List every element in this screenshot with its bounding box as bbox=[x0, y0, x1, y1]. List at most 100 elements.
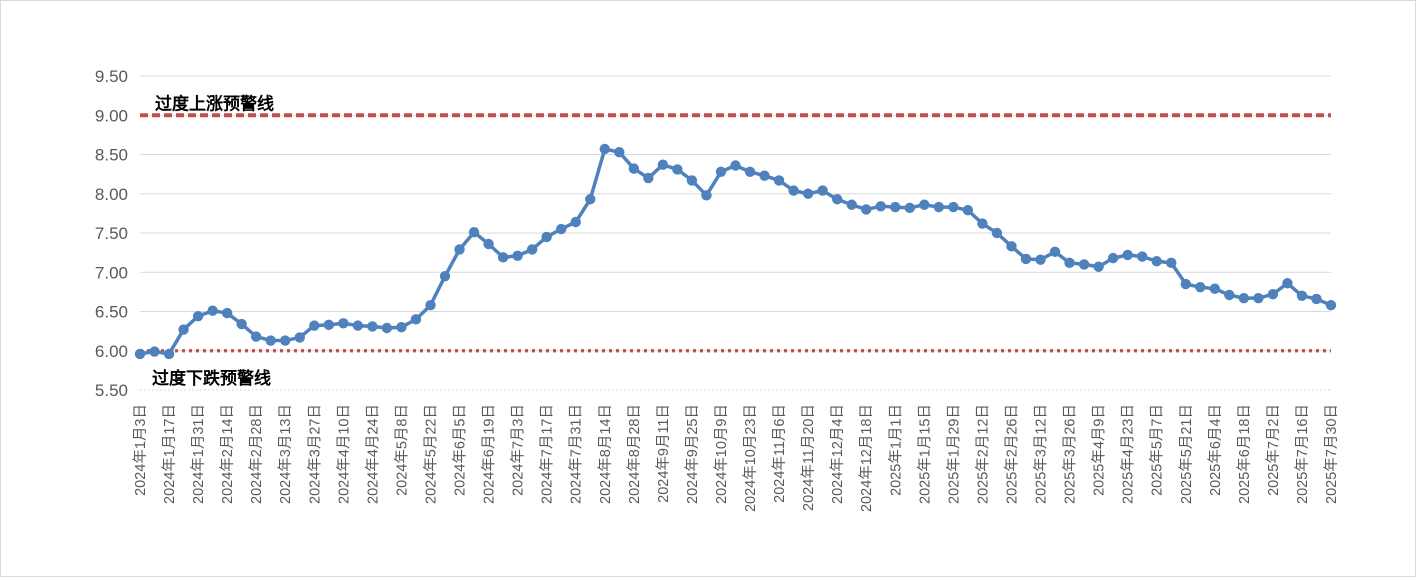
x-tick-label: 2025年2月12日 bbox=[974, 404, 991, 504]
data-point bbox=[526, 244, 538, 255]
data-point bbox=[831, 194, 843, 205]
data-point bbox=[1093, 261, 1104, 272]
x-tick-label: 2024年11月6日 bbox=[771, 404, 788, 503]
data-point bbox=[1064, 257, 1075, 269]
data-point bbox=[425, 300, 436, 311]
reference-lines: 过度上涨预警线 过度下跌预警线 bbox=[140, 93, 1331, 389]
data-point bbox=[657, 159, 669, 170]
data-point bbox=[570, 216, 581, 228]
data-point bbox=[933, 201, 945, 213]
data-point bbox=[497, 252, 509, 263]
y-tick-label: 7.00 bbox=[95, 263, 128, 282]
data-point bbox=[686, 175, 698, 186]
data-point bbox=[1122, 249, 1133, 261]
data-point bbox=[1224, 289, 1235, 301]
upper-warning-label: 过度上涨预警线 bbox=[155, 93, 274, 114]
x-tick-label: 2025年2月26日 bbox=[1003, 404, 1020, 504]
data-point bbox=[1151, 256, 1162, 267]
data-point bbox=[1035, 254, 1046, 265]
data-point bbox=[1195, 281, 1206, 293]
x-tick-label: 2024年2月28日 bbox=[248, 404, 265, 504]
x-tick-label: 2024年5月8日 bbox=[393, 404, 410, 496]
x-tick-label: 2024年3月13日 bbox=[277, 404, 294, 504]
data-point bbox=[541, 231, 552, 243]
data-point bbox=[904, 202, 915, 214]
data-point bbox=[280, 335, 291, 346]
data-point bbox=[149, 346, 160, 357]
data-point bbox=[672, 164, 683, 175]
x-tick-label: 2024年1月31日 bbox=[190, 404, 207, 504]
y-tick-label: 5.50 bbox=[95, 381, 128, 400]
x-tick-label: 2024年5月22日 bbox=[422, 404, 439, 504]
data-point bbox=[1311, 293, 1322, 305]
data-point bbox=[890, 201, 901, 213]
data-point bbox=[715, 166, 727, 177]
x-tick-label: 2024年12月4日 bbox=[829, 404, 846, 504]
x-tick-label: 2025年7月2日 bbox=[1265, 404, 1282, 496]
x-tick-label: 2024年9月11日 bbox=[655, 404, 672, 503]
data-point bbox=[643, 172, 654, 184]
x-tick-label: 2025年3月12日 bbox=[1033, 404, 1050, 504]
y-tick-label: 8.50 bbox=[95, 146, 128, 165]
lower-warning-label: 过度下跌预警线 bbox=[152, 368, 271, 389]
data-point bbox=[309, 320, 320, 331]
data-point bbox=[991, 227, 1003, 239]
x-tick-label: 2025年3月26日 bbox=[1062, 404, 1079, 504]
data-point bbox=[1238, 292, 1250, 304]
data-point bbox=[1180, 278, 1191, 290]
data-point bbox=[701, 190, 712, 201]
y-tick-label: 9.00 bbox=[95, 106, 128, 125]
data-point bbox=[1136, 251, 1148, 262]
data-point bbox=[1049, 246, 1061, 258]
y-tick-label: 6.00 bbox=[95, 342, 128, 361]
data-point bbox=[1325, 300, 1337, 311]
data-point bbox=[556, 223, 567, 235]
x-tick-label: 2025年5月7日 bbox=[1149, 404, 1166, 496]
x-tick-label: 2025年1月29日 bbox=[945, 404, 962, 504]
x-tick-label: 2024年7月17日 bbox=[539, 404, 556, 504]
data-point bbox=[1006, 241, 1017, 252]
x-tick-label: 2025年1月1日 bbox=[887, 404, 904, 496]
data-point bbox=[251, 331, 262, 342]
gridlines bbox=[140, 75, 1331, 391]
data-point bbox=[1078, 259, 1090, 270]
data-point bbox=[817, 185, 828, 196]
x-tick-label: 2025年6月4日 bbox=[1207, 404, 1224, 496]
x-tick-label: 2024年8月14日 bbox=[597, 404, 614, 504]
data-point bbox=[759, 170, 770, 181]
x-tick-label: 2025年7月16日 bbox=[1294, 404, 1311, 504]
x-tick-label: 2024年4月10日 bbox=[335, 404, 352, 504]
y-tick-label: 8.00 bbox=[95, 185, 128, 204]
data-point bbox=[846, 199, 857, 210]
data-point bbox=[207, 305, 218, 316]
data-point bbox=[221, 307, 233, 319]
data-point bbox=[236, 318, 247, 330]
data-point bbox=[875, 201, 886, 212]
data-point bbox=[1209, 283, 1221, 294]
x-tick-label: 2024年7月3日 bbox=[510, 404, 527, 496]
data-point bbox=[599, 143, 610, 155]
data-point bbox=[294, 332, 305, 343]
y-tick-label: 9.50 bbox=[95, 67, 128, 86]
y-tick-label: 6.50 bbox=[95, 303, 128, 322]
data-point bbox=[1253, 292, 1264, 304]
data-point bbox=[1296, 290, 1308, 301]
data-point bbox=[163, 348, 175, 360]
data-point bbox=[323, 319, 335, 331]
x-tick-label: 2024年10月9日 bbox=[713, 404, 730, 504]
x-tick-label: 2025年5月21日 bbox=[1178, 404, 1195, 504]
data-point bbox=[352, 320, 364, 331]
data-point bbox=[134, 348, 146, 360]
y-tick-label: 7.50 bbox=[95, 224, 128, 243]
data-point bbox=[919, 199, 930, 210]
data-point bbox=[948, 201, 959, 213]
data-point bbox=[381, 322, 393, 334]
data-point bbox=[1020, 253, 1032, 265]
x-tick-label: 2025年7月30日 bbox=[1323, 404, 1340, 504]
data-point bbox=[512, 250, 523, 261]
data-point bbox=[192, 311, 204, 322]
data-point bbox=[730, 160, 741, 171]
data-point bbox=[614, 146, 625, 158]
